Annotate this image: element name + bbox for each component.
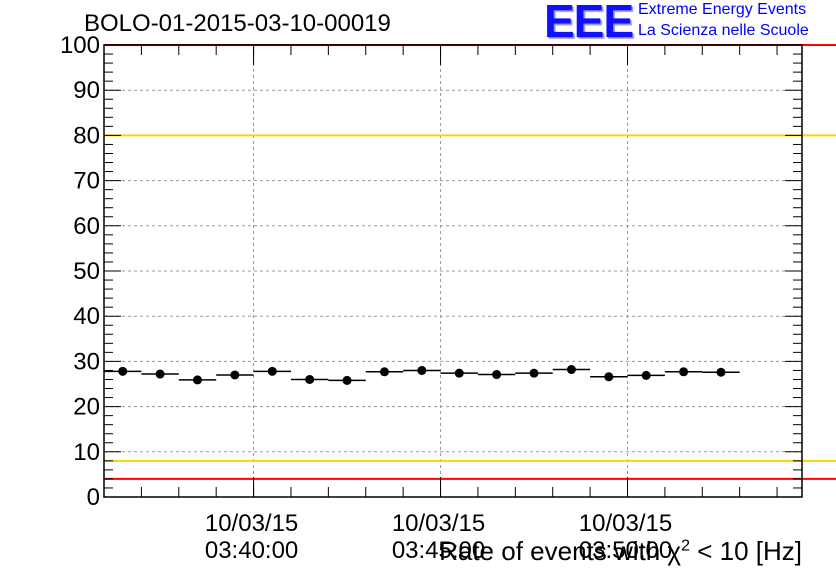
- y-axis-label-sup: 2: [681, 537, 690, 555]
- eee-logo: EEE Extreme Energy Events La Scienza nel…: [544, 0, 836, 46]
- x-tick-date: 10/03/15: [205, 510, 298, 537]
- y-tick-label: 100: [60, 32, 100, 59]
- data-series: [104, 365, 740, 385]
- data-point: [230, 370, 240, 380]
- y-tick-label: 70: [73, 168, 100, 195]
- y-tick-label: 30: [73, 348, 100, 375]
- y-tick-label: 10: [73, 439, 100, 466]
- grid-lines: [104, 45, 802, 497]
- eee-logo-mark: EEE: [544, 0, 634, 47]
- data-point: [267, 366, 277, 376]
- data-point: [529, 368, 539, 378]
- x-tick-time: 03:45:00: [392, 537, 485, 564]
- y-tick-label: 0: [87, 484, 100, 511]
- chart-title: BOLO-01-2015-03-10-00019: [84, 10, 391, 37]
- y-tick-label: 90: [73, 77, 100, 104]
- data-point: [342, 375, 352, 385]
- y-tick-label: 50: [73, 258, 100, 285]
- data-point: [118, 366, 128, 376]
- data-point: [679, 367, 689, 377]
- x-tick-date: 10/03/15: [392, 510, 485, 537]
- plot-frame: [103, 44, 803, 498]
- y-axis-label-post: < 10 [Hz]: [690, 536, 802, 566]
- data-point: [716, 367, 726, 377]
- y-tick-label: 80: [73, 122, 100, 149]
- x-tick-time: 03:40:00: [205, 537, 298, 564]
- data-point: [155, 369, 165, 379]
- data-point: [305, 374, 315, 384]
- data-point: [492, 370, 502, 380]
- reference-lines: [104, 44, 836, 480]
- y-tick-label: 40: [73, 303, 100, 330]
- data-point: [604, 372, 614, 382]
- data-point: [641, 370, 651, 380]
- x-tick-date: 10/03/15: [579, 510, 672, 537]
- data-point: [417, 365, 427, 375]
- data-point: [379, 367, 389, 377]
- data-point: [454, 368, 464, 378]
- x-tick-time: 03:50:00: [579, 537, 672, 564]
- data-point: [566, 365, 576, 375]
- eee-logo-line1: Extreme Energy Events: [638, 1, 807, 18]
- y-axis-label: Rate of events with χ2 < 10 [Hz]: [439, 536, 802, 567]
- tick-labels: 010203040506070809010010/03/1503:40:0010…: [60, 32, 672, 564]
- y-tick-label: 20: [73, 394, 100, 421]
- data-point: [192, 375, 202, 385]
- y-tick-label: 60: [73, 213, 100, 240]
- y-axis-label-pre: Rate of events with χ: [439, 536, 682, 566]
- eee-logo-line2: La Scienza nelle Scuole: [638, 22, 809, 39]
